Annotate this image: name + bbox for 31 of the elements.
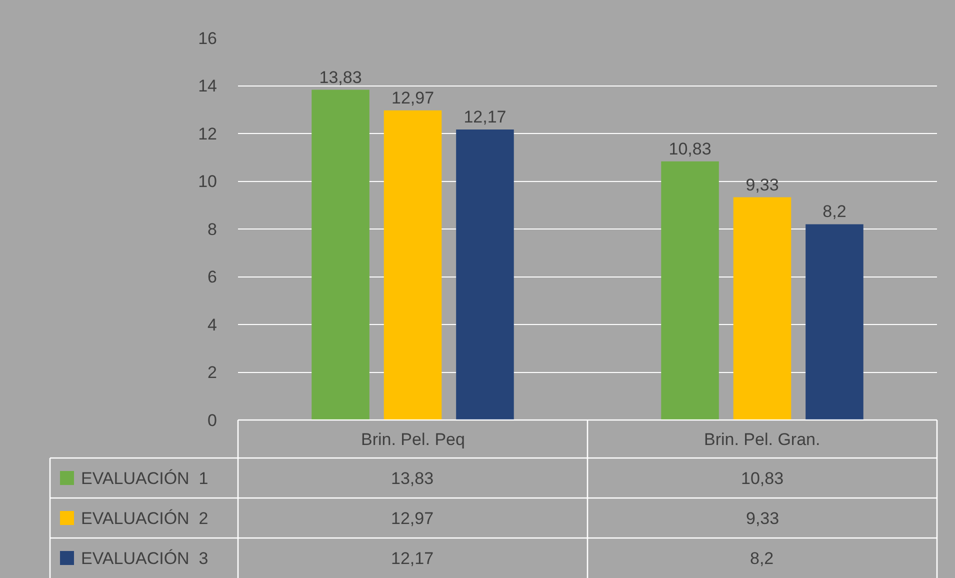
y-tick-label: 0 <box>208 410 217 430</box>
bar <box>733 197 792 420</box>
y-tick-label: 16 <box>198 28 217 48</box>
x-tick-label: Brin. Pel. Gran. <box>704 430 820 449</box>
data-label: 9,33 <box>746 509 780 528</box>
data-label: 8,2 <box>750 549 774 568</box>
bar <box>806 224 864 420</box>
text: 10,83 <box>668 139 712 158</box>
text: 12,17 <box>464 107 506 126</box>
y-tick-label: 10 <box>198 172 217 192</box>
legend-label: EVALUACIÓN 3 <box>81 549 208 568</box>
data-label: 10,83 <box>741 469 784 488</box>
text: 12,97 <box>391 88 434 108</box>
y-tick-label: 6 <box>208 268 217 287</box>
bar <box>456 129 514 420</box>
y-tick-label: 4 <box>208 315 217 334</box>
data-label: 13,83 <box>391 469 434 488</box>
x-tick-label: Brin. Pel. Peq <box>361 430 465 449</box>
bar <box>384 110 442 420</box>
data-label: 12,17 <box>391 549 434 568</box>
bar <box>312 90 370 420</box>
y-tick-label: 8 <box>208 220 217 239</box>
bar <box>661 161 719 420</box>
y-tick-label: 14 <box>198 76 217 96</box>
text: 13,83 <box>319 68 362 87</box>
legend-label: EVALUACIÓN 1 <box>81 469 208 488</box>
y-tick-label: 2 <box>208 363 217 382</box>
y-tick-label: 12 <box>198 124 217 144</box>
legend-label: EVALUACIÓN 2 <box>81 509 208 528</box>
data-label: 12,97 <box>391 509 434 528</box>
text: 8,2 <box>822 202 846 222</box>
